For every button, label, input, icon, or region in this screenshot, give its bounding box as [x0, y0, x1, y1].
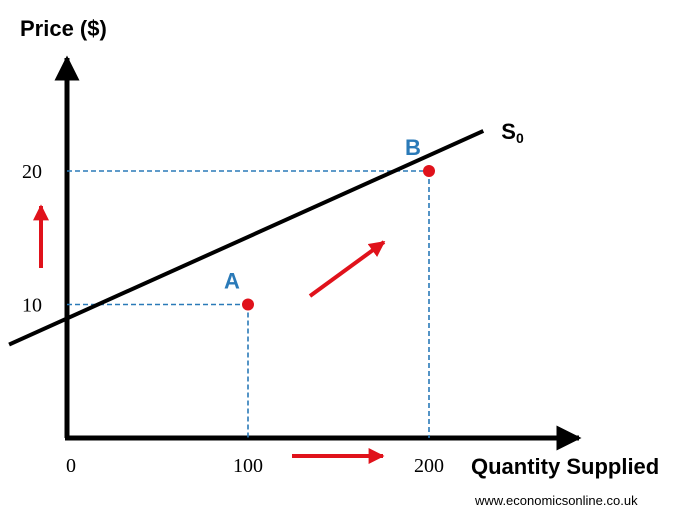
- supply-curve-label-subscript: 0: [516, 130, 524, 146]
- y-tick-label: 20: [22, 161, 42, 183]
- x-axis-title: Quantity Supplied: [471, 454, 659, 479]
- origin-label: 0: [66, 455, 76, 477]
- point-label-b: B: [405, 135, 421, 160]
- point-a: [242, 298, 254, 311]
- source-credit: www.economicsonline.co.uk: [474, 493, 638, 508]
- supply-curve: [8, 129, 485, 347]
- supply-curve-label: S0: [501, 119, 524, 146]
- y-tick-label: 10: [22, 295, 42, 317]
- point-label-a: A: [224, 269, 240, 294]
- y-axis-title: Price ($): [20, 16, 107, 41]
- point-b: [423, 165, 435, 177]
- x-tick-label: 200: [414, 455, 444, 477]
- movement-along-curve-arrow: [308, 240, 386, 298]
- x-tick-label: 100: [233, 455, 263, 477]
